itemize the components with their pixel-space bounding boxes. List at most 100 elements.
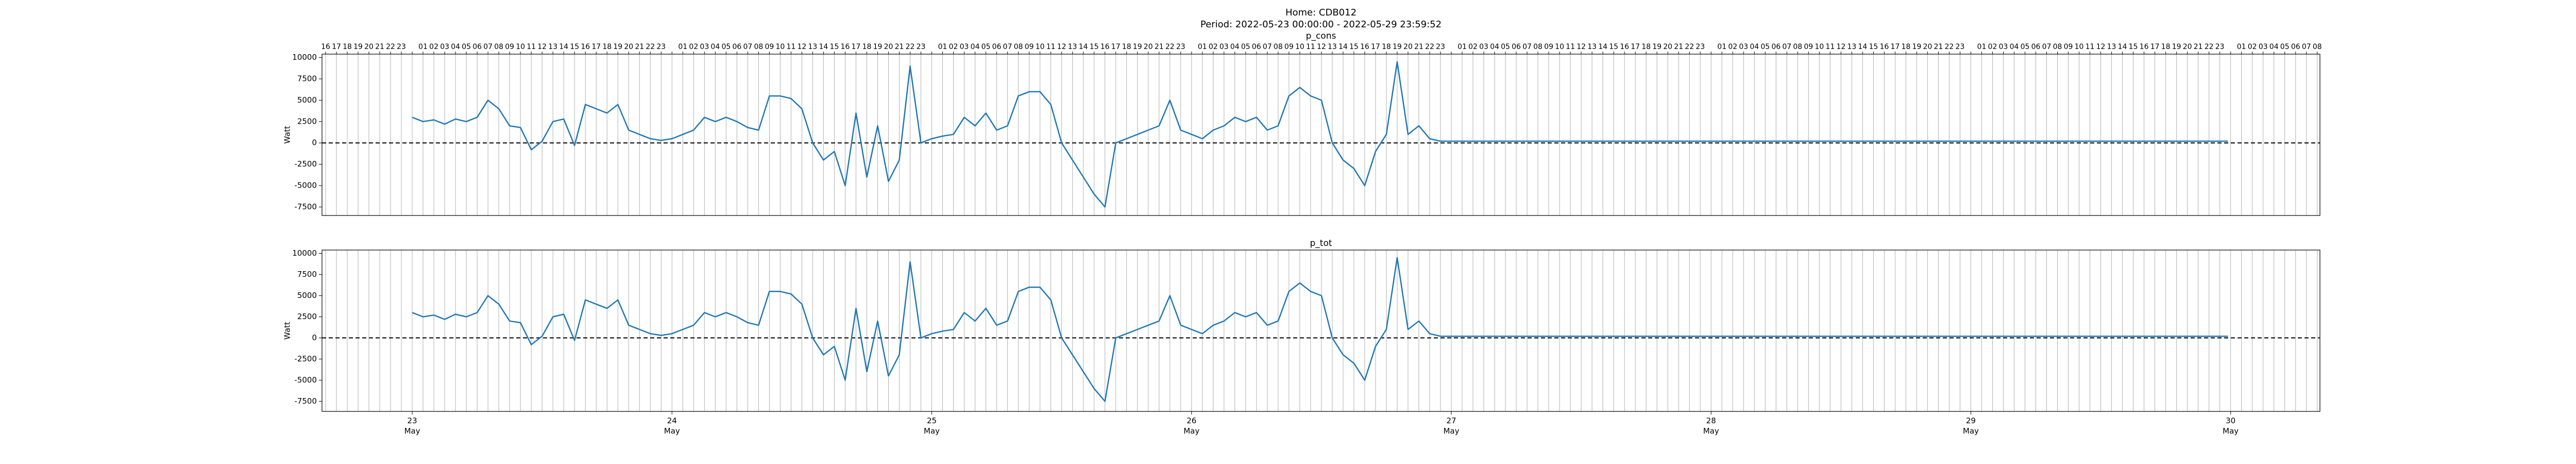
x2-tick-label: 21 [895,43,904,51]
x2-tick-label: 15 [1090,43,1099,51]
x2-tick-label: 14 [2118,43,2127,51]
x2-tick-label: 02 [689,43,698,51]
x2-tick-label: 12 [1577,43,1586,51]
x2-tick-label: 23 [917,43,926,51]
x2-tick-label: 18 [2161,43,2171,51]
y-axis-label: Watt [283,126,292,144]
x2-tick-label: 23 [1176,43,1185,51]
x2-tick-label: 09 [765,43,774,51]
x2-tick-label: 01 [2237,43,2246,51]
y-axis-label: Watt [283,322,292,340]
x2-tick-label: 12 [2096,43,2106,51]
x2-tick-label: 20 [1403,43,1413,51]
figure-title: Home: CDB012 [1285,7,1357,18]
x2-tick-label: 19 [1133,43,1142,51]
x2-tick-label: 04 [710,43,720,51]
x-tick-label: 25 May [924,416,940,436]
x2-tick-label: 01 [938,43,947,51]
x2-tick-label: 21 [2194,43,2203,51]
x2-tick-label: 03 [1479,43,1488,51]
x2-tick-label: 08 [1014,43,1023,51]
x2-tick-label: 04 [2269,43,2279,51]
x2-tick-label: 05 [462,43,471,51]
x2-tick-label: 07 [1522,43,1532,51]
y-tick-label: -2500 [294,354,317,363]
x2-tick-label: 16 [1879,43,1889,51]
x2-tick-label: 15 [1349,43,1359,51]
x2-tick-label: 06 [1512,43,1521,51]
x2-tick-label: 23 [656,43,666,51]
x2-tick-label: 22 [386,43,395,51]
x-tick-label: 24 May [664,416,680,436]
x2-tick-label: 17 [332,43,341,51]
x2-tick-label: 14 [1858,43,1867,51]
x2-tick-label: 04 [971,43,980,51]
y-tick-label: 7500 [297,270,317,279]
x2-tick-label: 13 [1068,43,1077,51]
x2-tick-label: 06 [1771,43,1781,51]
x2-tick-label: 21 [1414,43,1423,51]
x2-tick-label: 04 [1490,43,1499,51]
x2-tick-label: 23 [2215,43,2225,51]
x-tick-label: 30 May [2223,416,2239,436]
x2-tick-label: 06 [1252,43,1261,51]
x2-tick-label: 12 [537,43,547,51]
data-line [412,61,2228,208]
x2-tick-label: 20 [884,43,893,51]
x2-tick-label: 23 [1956,43,1965,51]
x2-tick-label: 09 [2064,43,2073,51]
subplot-title: p_tot [1310,238,1332,248]
x2-tick-label: 16 [1100,43,1110,51]
y-tick-label: -7500 [294,396,317,406]
y-tick-label: 10000 [292,53,317,62]
x2-tick-label: 13 [1328,43,1337,51]
x2-tick-label: 17 [1890,43,1900,51]
x2-tick-label: 07 [2302,43,2311,51]
x2-tick-label: 10 [775,43,785,51]
subplot-title: p_cons [1306,31,1336,41]
x2-tick-label: 02 [949,43,958,51]
x2-tick-label: 14 [559,43,568,51]
x-tick-label: 28 May [1703,416,1719,436]
x2-tick-label: 19 [1393,43,1402,51]
y-tick-label: 2500 [297,117,317,126]
x2-tick-label: 02 [1988,43,1997,51]
x2-tick-label: 21 [1155,43,1164,51]
x2-tick-label: 09 [505,43,514,51]
x2-tick-label: 16 [2140,43,2149,51]
x2-tick-label: 06 [2031,43,2041,51]
x2-tick-label: 22 [1945,43,1954,51]
x2-tick-label: 20 [2183,43,2192,51]
y-tick-label: 10000 [292,248,317,258]
x2-tick-label: 08 [1274,43,1283,51]
x2-tick-label: 21 [375,43,384,51]
y-tick-label: 2500 [297,312,317,321]
x2-tick-label: 10 [2075,43,2084,51]
x2-tick-label: 11 [1306,43,1315,51]
axes-frame [321,54,2320,216]
x2-tick-label: 07 [1782,43,1791,51]
x2-tick-label: 14 [1079,43,1088,51]
x2-tick-label: 18 [602,43,612,51]
x2-tick-label: 03 [1219,43,1229,51]
x2-tick-label: 17 [1631,43,1640,51]
x2-tick-label: 15 [1869,43,1878,51]
x2-tick-label: 15 [830,43,839,51]
x2-tick-label: 19 [353,43,363,51]
x-tick-label: 27 May [1443,416,1460,436]
x2-tick-label: 07 [2042,43,2052,51]
x2-tick-label: 08 [494,43,503,51]
x2-tick-label: 10 [1815,43,1824,51]
x2-tick-label: 04 [2010,43,2019,51]
x2-tick-label: 04 [1750,43,1759,51]
x2-tick-label: 03 [1999,43,2008,51]
x2-tick-label: 16 [581,43,590,51]
x2-tick-label: 01 [1977,43,1987,51]
x2-tick-label: 18 [1641,43,1651,51]
x2-tick-label: 12 [798,43,807,51]
x2-tick-label: 01 [678,43,687,51]
x2-tick-label: 08 [1533,43,1543,51]
y-tick-label: 7500 [297,74,317,84]
x2-tick-label: 11 [1825,43,1835,51]
